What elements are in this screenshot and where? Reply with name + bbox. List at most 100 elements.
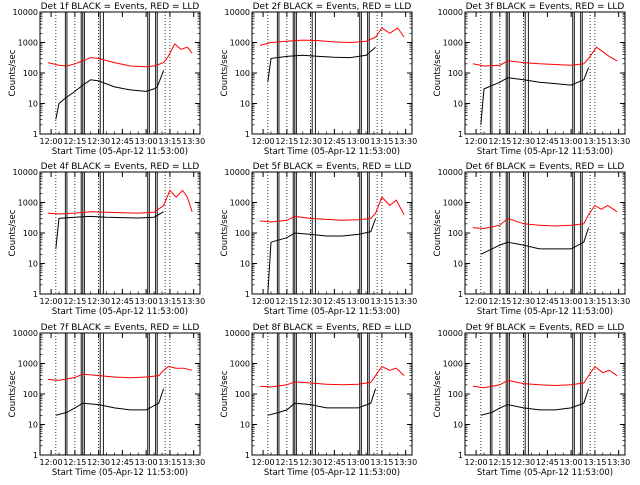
y-tick-label: 10 bbox=[240, 421, 250, 430]
x-tick-label: 13:30 bbox=[394, 458, 417, 467]
events-series-line bbox=[55, 70, 165, 120]
x-tick-label: 13:30 bbox=[182, 458, 205, 467]
y-tick-label: 1000 bbox=[230, 199, 250, 208]
x-tick-label: 12:15 bbox=[275, 137, 298, 146]
y-tick-label: 1 bbox=[458, 451, 463, 460]
y-tick-label: 1 bbox=[33, 130, 38, 139]
y-tick-label: 1000 bbox=[230, 360, 250, 369]
plot-frame bbox=[39, 332, 201, 456]
y-tick-label: 1000 bbox=[443, 39, 463, 48]
x-tick-label: 12:00 bbox=[465, 137, 488, 146]
x-tick-label: 13:00 bbox=[135, 458, 158, 467]
y-axis-label: Counts/sec bbox=[8, 370, 18, 417]
y-axis-label: Counts/sec bbox=[433, 370, 443, 417]
x-tick-label: 12:15 bbox=[488, 137, 511, 146]
x-tick-label: 12:15 bbox=[63, 297, 86, 306]
y-tick-label: 10 bbox=[453, 100, 463, 109]
y-tick-label: 100 bbox=[23, 229, 38, 238]
panel-title: Det 9f BLACK = Events, RED = LLD bbox=[466, 323, 625, 333]
panel-title: Det 7f BLACK = Events, RED = LLD bbox=[41, 323, 200, 333]
y-tick-label: 1 bbox=[245, 130, 250, 139]
y-tick-label: 10000 bbox=[438, 8, 463, 17]
lld-series-line bbox=[47, 365, 193, 381]
y-tick-label: 100 bbox=[448, 390, 463, 399]
y-tick-label: 1 bbox=[245, 290, 250, 299]
panel-title: Det 1f BLACK = Events, RED = LLD bbox=[41, 2, 200, 12]
panel-6: Det 6f BLACK = Events, RED = LLD 1 10 100 10… bbox=[433, 162, 630, 317]
y-tick-label: 10 bbox=[28, 260, 38, 269]
panel-title: Det 4f BLACK = Events, RED = LLD bbox=[41, 162, 200, 172]
x-axis-label: Start Time (05-Apr-12 11:53:00) bbox=[264, 147, 400, 157]
plot-frame bbox=[464, 11, 626, 135]
y-tick-label: 1 bbox=[458, 130, 463, 139]
x-tick-label: 12:45 bbox=[323, 458, 346, 467]
x-tick-label: 12:45 bbox=[111, 137, 134, 146]
lld-series-line bbox=[259, 27, 405, 46]
x-axis-label: Start Time (05-Apr-12 11:53:00) bbox=[52, 468, 188, 478]
y-tick-label: 10 bbox=[28, 100, 38, 109]
x-tick-label: 12:15 bbox=[488, 458, 511, 467]
y-tick-label: 10000 bbox=[438, 329, 463, 338]
x-tick-label: 12:00 bbox=[40, 297, 63, 306]
x-tick-label: 13:15 bbox=[370, 458, 393, 467]
x-tick-label: 12:30 bbox=[87, 137, 110, 146]
events-series-line bbox=[480, 67, 590, 125]
x-tick-label: 12:15 bbox=[275, 458, 298, 467]
x-tick-label: 13:15 bbox=[158, 297, 181, 306]
y-tick-label: 1000 bbox=[18, 360, 38, 369]
y-tick-label: 100 bbox=[23, 69, 38, 78]
panel-8: Det 8f BLACK = Events, RED = LLD 1 10 100 10… bbox=[220, 323, 417, 478]
y-tick-label: 100 bbox=[448, 229, 463, 238]
y-tick-label: 100 bbox=[448, 69, 463, 78]
x-axis-label: Start Time (05-Apr-12 11:53:00) bbox=[477, 468, 613, 478]
plot-frame bbox=[251, 332, 413, 456]
x-tick-label: 13:00 bbox=[560, 137, 583, 146]
y-tick-label: 10 bbox=[453, 260, 463, 269]
x-tick-label: 12:45 bbox=[111, 297, 134, 306]
x-tick-label: 12:00 bbox=[252, 297, 275, 306]
x-tick-label: 12:45 bbox=[536, 458, 559, 467]
y-tick-label: 10 bbox=[240, 260, 250, 269]
panel-title: Det 6f BLACK = Events, RED = LLD bbox=[466, 162, 625, 172]
x-tick-label: 13:00 bbox=[560, 458, 583, 467]
panel-5: Det 5f BLACK = Events, RED = LLD 1 10 100 10… bbox=[220, 162, 417, 317]
y-tick-label: 1000 bbox=[443, 199, 463, 208]
y-axis-label: Counts/sec bbox=[220, 49, 230, 96]
x-tick-label: 13:00 bbox=[347, 297, 370, 306]
x-tick-label: 12:45 bbox=[536, 137, 559, 146]
x-axis-label: Start Time (05-Apr-12 11:53:00) bbox=[264, 468, 400, 478]
events-series-line bbox=[480, 227, 590, 255]
y-tick-label: 1000 bbox=[18, 199, 38, 208]
x-axis-label: Start Time (05-Apr-12 11:53:00) bbox=[477, 147, 613, 157]
x-tick-label: 12:30 bbox=[299, 137, 322, 146]
x-tick-label: 13:30 bbox=[182, 137, 205, 146]
lld-series-line bbox=[472, 204, 618, 230]
y-axis-label: Counts/sec bbox=[433, 49, 443, 96]
x-tick-label: 12:00 bbox=[252, 458, 275, 467]
plot-frame bbox=[39, 11, 201, 135]
x-tick-label: 13:00 bbox=[347, 137, 370, 146]
x-tick-label: 12:15 bbox=[488, 297, 511, 306]
x-tick-label: 13:30 bbox=[182, 297, 205, 306]
plot-frame bbox=[251, 171, 413, 295]
x-tick-label: 13:00 bbox=[135, 297, 158, 306]
y-tick-label: 10000 bbox=[225, 8, 250, 17]
x-tick-label: 13:15 bbox=[370, 137, 393, 146]
lld-series-line bbox=[259, 196, 405, 223]
x-tick-label: 12:00 bbox=[465, 458, 488, 467]
y-tick-label: 1 bbox=[245, 451, 250, 460]
y-tick-label: 100 bbox=[23, 390, 38, 399]
panel-title: Det 8f BLACK = Events, RED = LLD bbox=[253, 323, 412, 333]
x-tick-label: 13:15 bbox=[583, 137, 606, 146]
x-tick-label: 12:00 bbox=[465, 297, 488, 306]
x-tick-label: 12:30 bbox=[299, 458, 322, 467]
panel-9: Det 9f BLACK = Events, RED = LLD 1 10 100 10… bbox=[433, 323, 630, 478]
plot-frame bbox=[464, 332, 626, 456]
panel-4: Det 4f BLACK = Events, RED = LLD 1 10 100 10… bbox=[8, 162, 205, 317]
events-series-line bbox=[480, 388, 590, 416]
plot-frame bbox=[39, 171, 201, 295]
x-tick-label: 13:15 bbox=[158, 137, 181, 146]
lld-series-line bbox=[472, 46, 618, 67]
x-tick-label: 12:30 bbox=[299, 297, 322, 306]
